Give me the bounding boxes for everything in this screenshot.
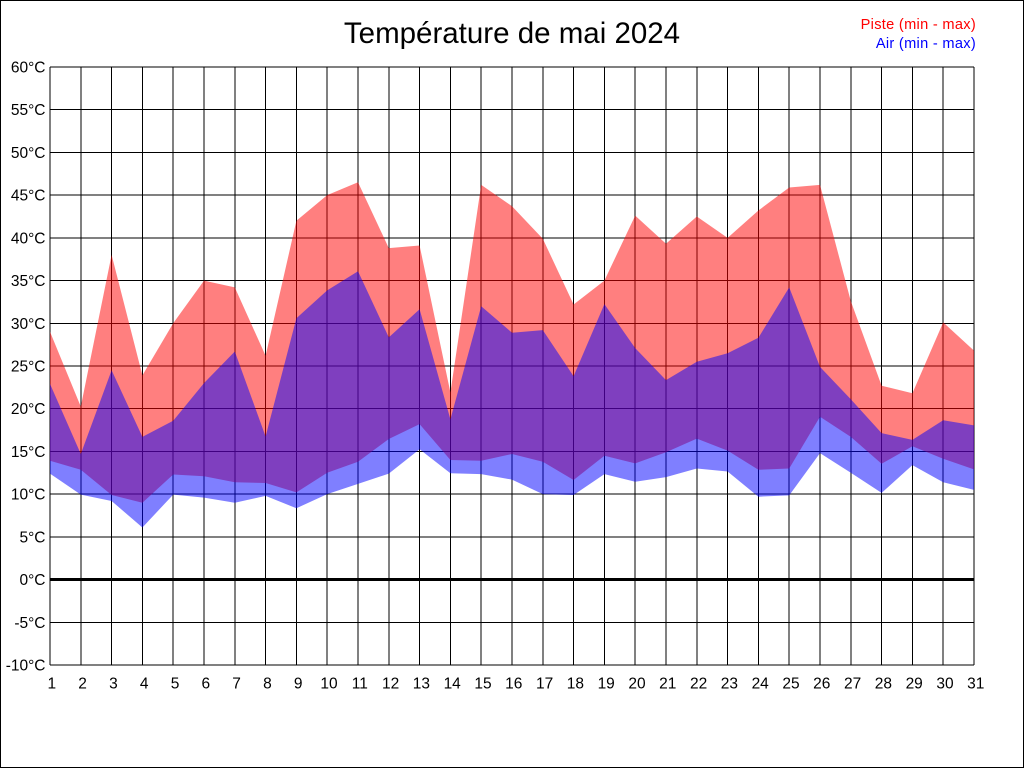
svg-text:28: 28 [875,676,892,693]
svg-text:Air (min - max): Air (min - max) [876,36,976,52]
svg-text:Piste (min - max): Piste (min - max) [861,17,976,33]
svg-text:29: 29 [906,676,923,693]
svg-text:4: 4 [140,676,149,693]
svg-text:9: 9 [294,676,303,693]
svg-text:1: 1 [47,676,56,693]
svg-text:14: 14 [444,676,462,693]
svg-text:55°C: 55°C [11,102,46,119]
svg-text:23: 23 [721,676,738,693]
svg-text:22: 22 [690,676,707,693]
svg-text:24: 24 [752,676,770,693]
svg-text:45°C: 45°C [11,188,46,205]
svg-text:50°C: 50°C [11,145,46,162]
svg-text:30: 30 [936,676,954,693]
svg-text:2: 2 [78,676,87,693]
svg-text:13: 13 [413,676,430,693]
svg-text:30°C: 30°C [11,316,46,333]
svg-text:20°C: 20°C [11,401,46,418]
svg-text:3: 3 [109,676,118,693]
svg-text:21: 21 [659,676,676,693]
svg-text:15: 15 [474,676,491,693]
svg-text:12: 12 [382,676,399,693]
svg-text:40°C: 40°C [11,230,46,247]
svg-text:17: 17 [536,676,553,693]
svg-text:-5°C: -5°C [14,615,45,632]
svg-text:26: 26 [813,676,830,693]
svg-text:19: 19 [598,676,615,693]
svg-text:0°C: 0°C [19,572,45,589]
svg-text:60°C: 60°C [11,60,46,77]
svg-text:16: 16 [505,676,522,693]
svg-text:7: 7 [232,676,241,693]
svg-text:31: 31 [967,676,984,693]
svg-text:8: 8 [263,676,272,693]
svg-text:10: 10 [320,676,338,693]
svg-text:Température de mai 2024: Température de mai 2024 [344,17,680,50]
svg-text:11: 11 [352,676,368,693]
svg-text:25: 25 [782,676,799,693]
svg-text:35°C: 35°C [11,273,46,290]
svg-text:6: 6 [201,676,210,693]
svg-text:15°C: 15°C [11,444,46,461]
svg-text:5: 5 [171,676,180,693]
svg-text:18: 18 [567,676,584,693]
svg-text:20: 20 [628,676,646,693]
svg-text:-10°C: -10°C [6,658,46,675]
svg-text:25°C: 25°C [11,359,46,376]
svg-text:10°C: 10°C [11,487,46,504]
svg-text:5°C: 5°C [19,529,45,546]
svg-text:27: 27 [844,676,861,693]
